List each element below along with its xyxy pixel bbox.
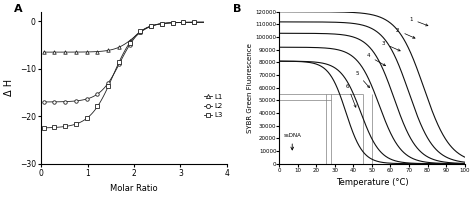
Y-axis label: SYBR Green Fluorescence: SYBR Green Fluorescence xyxy=(246,43,253,133)
Text: ssDNA: ssDNA xyxy=(283,133,301,150)
Text: 6: 6 xyxy=(346,84,356,107)
Text: 2: 2 xyxy=(396,28,415,38)
X-axis label: Molar Ratio: Molar Ratio xyxy=(110,184,158,193)
Text: B: B xyxy=(233,4,241,14)
Text: 1: 1 xyxy=(409,17,428,26)
Text: A: A xyxy=(14,4,22,14)
Text: 4: 4 xyxy=(366,53,385,66)
Text: 3: 3 xyxy=(381,41,400,51)
Y-axis label: Δ H: Δ H xyxy=(4,79,14,96)
X-axis label: Temperature (°C): Temperature (°C) xyxy=(336,178,408,187)
Text: 5: 5 xyxy=(355,71,370,88)
Legend: L1, L2, L3: L1, L2, L3 xyxy=(203,93,223,119)
